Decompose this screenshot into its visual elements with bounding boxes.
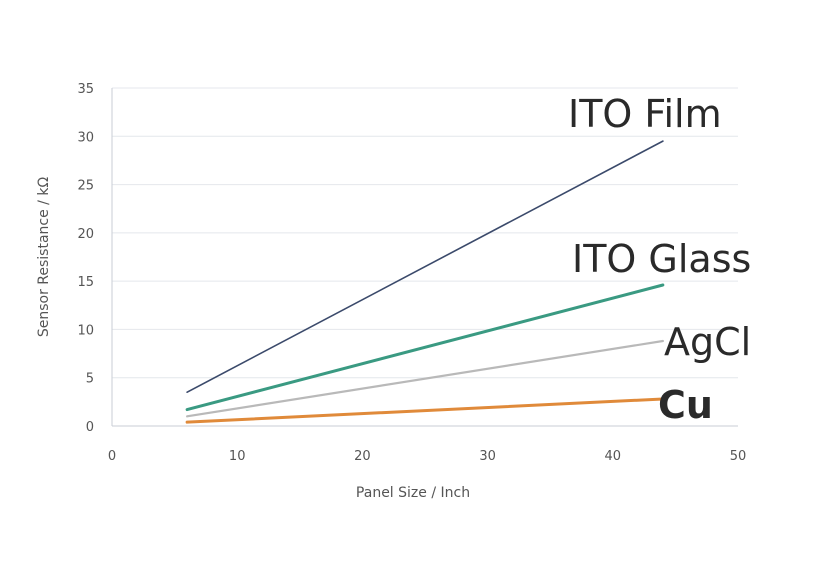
x-tick-label: 0 — [108, 449, 116, 464]
x-axis-ticks: 0 10 20 30 40 50 — [108, 449, 746, 464]
x-tick-label: 50 — [730, 449, 747, 464]
x-tick-label: 30 — [479, 449, 496, 464]
y-tick-label: 10 — [77, 323, 94, 338]
series — [185, 140, 665, 424]
x-tick-label: 20 — [354, 449, 371, 464]
y-tick-label: 35 — [77, 82, 94, 97]
y-axis-ticks: 0 5 10 15 20 25 30 35 — [77, 82, 94, 435]
series-line — [185, 283, 665, 412]
y-tick-label: 30 — [77, 130, 94, 145]
y-tick-label: 15 — [77, 275, 94, 290]
x-axis-title: Panel Size / Inch — [356, 485, 470, 501]
y-tick-label: 25 — [77, 179, 94, 194]
series-line — [186, 339, 664, 418]
y-tick-label: 0 — [86, 420, 94, 435]
x-tick-label: 10 — [229, 449, 246, 464]
series-label: ITO Film — [568, 92, 722, 136]
x-tick-label: 40 — [605, 449, 622, 464]
grid — [112, 87, 738, 427]
series-labels: ITO Film ITO Glass AgCl Cu — [568, 92, 751, 427]
y-tick-label: 20 — [77, 227, 94, 242]
series-line — [185, 397, 665, 424]
series-label: Cu — [658, 383, 713, 427]
series-line — [186, 140, 664, 394]
y-tick-label: 5 — [86, 372, 94, 387]
series-label: AgCl — [664, 320, 751, 364]
series-label: ITO Glass — [572, 237, 751, 281]
y-axis-title: Sensor Resistance / kΩ — [36, 177, 52, 338]
